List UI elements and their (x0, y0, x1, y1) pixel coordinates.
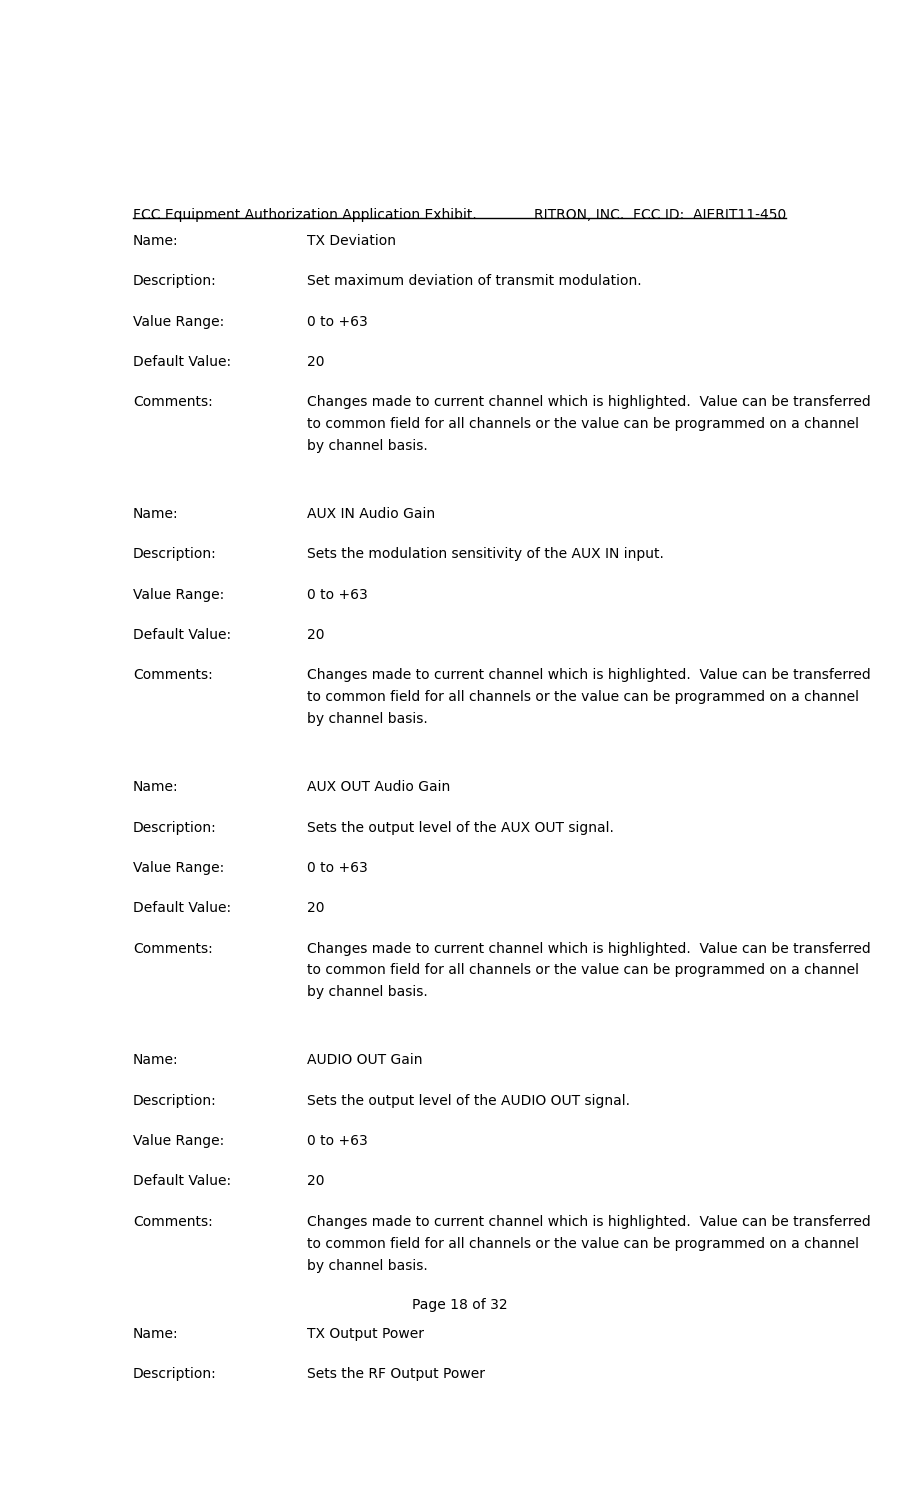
Text: Name:: Name: (133, 507, 179, 521)
Text: 20: 20 (307, 1175, 325, 1189)
Text: Value Range:: Value Range: (133, 1135, 224, 1148)
Text: 20: 20 (307, 901, 325, 915)
Text: TX Output Power: TX Output Power (307, 1326, 423, 1341)
Text: RITRON, INC.  FCC ID:  AIERIT11-450: RITRON, INC. FCC ID: AIERIT11-450 (535, 208, 787, 223)
Text: Default Value:: Default Value: (133, 629, 231, 642)
Text: Name:: Name: (133, 234, 179, 249)
Text: Default Value:: Default Value: (133, 355, 231, 368)
Text: Description:: Description: (133, 548, 217, 561)
Text: to common field for all channels or the value can be programmed on a channel: to common field for all channels or the … (307, 1237, 858, 1250)
Text: Description:: Description: (133, 1094, 217, 1108)
Text: Name:: Name: (133, 1054, 179, 1067)
Text: by channel basis.: by channel basis. (307, 439, 428, 454)
Text: Name:: Name: (133, 780, 179, 795)
Text: TX Deviation: TX Deviation (307, 234, 396, 249)
Text: to common field for all channels or the value can be programmed on a channel: to common field for all channels or the … (307, 418, 858, 431)
Text: Changes made to current channel which is highlighted.  Value can be transferred: Changes made to current channel which is… (307, 395, 870, 409)
Text: 0 to +63: 0 to +63 (307, 1135, 368, 1148)
Text: to common field for all channels or the value can be programmed on a channel: to common field for all channels or the … (307, 690, 858, 704)
Text: to common field for all channels or the value can be programmed on a channel: to common field for all channels or the … (307, 964, 858, 978)
Text: Changes made to current channel which is highlighted.  Value can be transferred: Changes made to current channel which is… (307, 668, 870, 683)
Text: Value Range:: Value Range: (133, 314, 224, 328)
Text: Sets the output level of the AUDIO OUT signal.: Sets the output level of the AUDIO OUT s… (307, 1094, 630, 1108)
Text: AUX IN Audio Gain: AUX IN Audio Gain (307, 507, 435, 521)
Text: Comments:: Comments: (133, 942, 213, 955)
Text: Default Value:: Default Value: (133, 1175, 231, 1189)
Text: Comments:: Comments: (133, 395, 213, 409)
Text: Changes made to current channel which is highlighted.  Value can be transferred: Changes made to current channel which is… (307, 942, 870, 955)
Text: Description:: Description: (133, 820, 217, 834)
Text: Sets the modulation sensitivity of the AUX IN input.: Sets the modulation sensitivity of the A… (307, 548, 664, 561)
Text: 20: 20 (307, 629, 325, 642)
Text: 0 to +63: 0 to +63 (307, 314, 368, 328)
Text: Sets the output level of the AUX OUT signal.: Sets the output level of the AUX OUT sig… (307, 820, 614, 834)
Text: Sets the RF Output Power: Sets the RF Output Power (307, 1367, 484, 1380)
Text: Default Value:: Default Value: (133, 901, 231, 915)
Text: AUDIO OUT Gain: AUDIO OUT Gain (307, 1054, 422, 1067)
Text: by channel basis.: by channel basis. (307, 1259, 428, 1272)
Text: Description:: Description: (133, 1367, 217, 1380)
Text: AUX OUT Audio Gain: AUX OUT Audio Gain (307, 780, 450, 795)
Text: Comments:: Comments: (133, 1214, 213, 1229)
Text: Value Range:: Value Range: (133, 861, 224, 874)
Text: Changes made to current channel which is highlighted.  Value can be transferred: Changes made to current channel which is… (307, 1214, 870, 1229)
Text: Description:: Description: (133, 274, 217, 287)
Text: 0 to +63: 0 to +63 (307, 588, 368, 602)
Text: by channel basis.: by channel basis. (307, 713, 428, 726)
Text: Comments:: Comments: (133, 668, 213, 683)
Text: FCC Equipment Authorization Application Exhibit.: FCC Equipment Authorization Application … (133, 208, 476, 223)
Text: Set maximum deviation of transmit modulation.: Set maximum deviation of transmit modula… (307, 274, 641, 287)
Text: Value Range:: Value Range: (133, 588, 224, 602)
Text: 20: 20 (307, 355, 325, 368)
Text: by channel basis.: by channel basis. (307, 985, 428, 1000)
Text: 0 to +63: 0 to +63 (307, 861, 368, 874)
Text: Page 18 of 32: Page 18 of 32 (412, 1298, 508, 1311)
Text: Name:: Name: (133, 1326, 179, 1341)
